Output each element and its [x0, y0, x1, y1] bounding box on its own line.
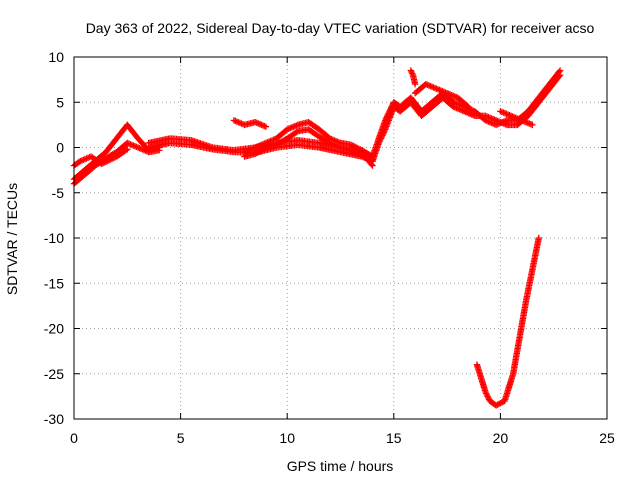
x-tick-label: 5	[177, 430, 185, 446]
series-arc-11	[411, 80, 472, 110]
x-tick-label: 25	[599, 430, 615, 446]
y-tick-label: 10	[48, 49, 64, 65]
y-tick-label: -25	[44, 366, 64, 382]
x-axis-label: GPS time / hours	[287, 458, 394, 474]
series-arc-3	[70, 146, 131, 169]
series-arc-7	[241, 126, 376, 165]
x-tick-label: 15	[386, 430, 402, 446]
data-point	[535, 234, 542, 242]
x-tick-label: 20	[493, 430, 509, 446]
data-point	[409, 70, 416, 77]
data-point	[262, 123, 270, 130]
series-arc-2	[70, 139, 163, 187]
series-arc-8	[230, 117, 270, 130]
y-tick-label: 5	[56, 94, 64, 110]
series-arc-10	[369, 71, 564, 165]
data-point	[325, 138, 332, 146]
y-axis-label: SDTVAR / TECUs	[4, 183, 20, 295]
data-point	[261, 145, 268, 152]
y-tick-label: -20	[44, 321, 64, 337]
y-tick-label: 0	[56, 140, 64, 156]
chart-title: Day 363 of 2022, Sidereal Day-to-day VTE…	[86, 20, 595, 36]
data-point	[122, 147, 130, 154]
data-point	[464, 102, 471, 109]
data-point	[465, 103, 472, 110]
data-point	[529, 121, 536, 129]
data-point	[556, 71, 564, 79]
x-tick-label: 0	[70, 430, 78, 446]
data-point	[411, 80, 419, 88]
series-arc-13	[497, 108, 536, 129]
y-tick-label: -5	[52, 185, 65, 201]
y-tick-label: -15	[44, 275, 64, 291]
data-series	[70, 67, 564, 409]
data-point	[293, 128, 300, 136]
series-arc-14	[473, 234, 542, 409]
series-arc-12	[407, 67, 419, 88]
y-tick-label: -30	[44, 411, 64, 427]
data-point	[555, 73, 563, 80]
data-point	[124, 146, 131, 153]
y-tick-label: -10	[44, 230, 64, 246]
axis-ticks	[73, 56, 608, 420]
x-tick-label: 10	[279, 430, 295, 446]
tick-labels: 0 5 10 15 20 25 -30 -25 -20 -15 -10 -5 0 5 10	[44, 49, 615, 446]
